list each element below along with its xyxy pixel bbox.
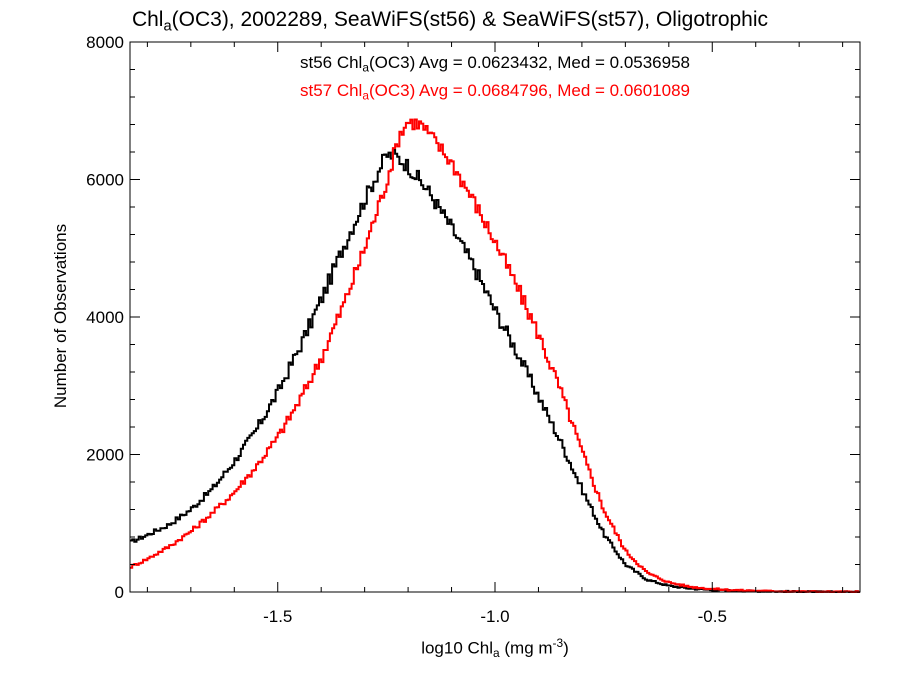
plot-frame bbox=[129, 41, 861, 593]
series-st56-line bbox=[130, 148, 860, 593]
x-axis-label: log10 Chla (mg m-3) bbox=[421, 636, 569, 661]
st57-stats-label: st57 Chla(OC3) Avg = 0.0684796, Med = 0.… bbox=[299, 81, 691, 103]
x-tick-label: -1.5 bbox=[263, 607, 292, 626]
chart-title: Chla(OC3), 2002289, SeaWiFS(st56) & SeaW… bbox=[131, 8, 769, 35]
y-tick-label: 2000 bbox=[86, 446, 124, 465]
st56-stats-label: st56 Chla(OC3) Avg = 0.0623432, Med = 0.… bbox=[299, 53, 691, 75]
y-axis-label: Number of Observations bbox=[51, 223, 70, 409]
series-st57-line bbox=[130, 118, 860, 593]
y-tick-label: 6000 bbox=[86, 171, 124, 190]
axis-layer: -1.5 -1.0 -0.5 0 2000 4000 6000 8000 bbox=[86, 33, 860, 626]
y-tick-label: 4000 bbox=[86, 308, 124, 327]
x-tick-label: -0.5 bbox=[698, 607, 727, 626]
y-tick-label: 0 bbox=[115, 583, 124, 602]
y-tick-label: 8000 bbox=[86, 33, 124, 52]
series-layer bbox=[130, 118, 860, 593]
x-tick-label: -1.0 bbox=[480, 607, 509, 626]
